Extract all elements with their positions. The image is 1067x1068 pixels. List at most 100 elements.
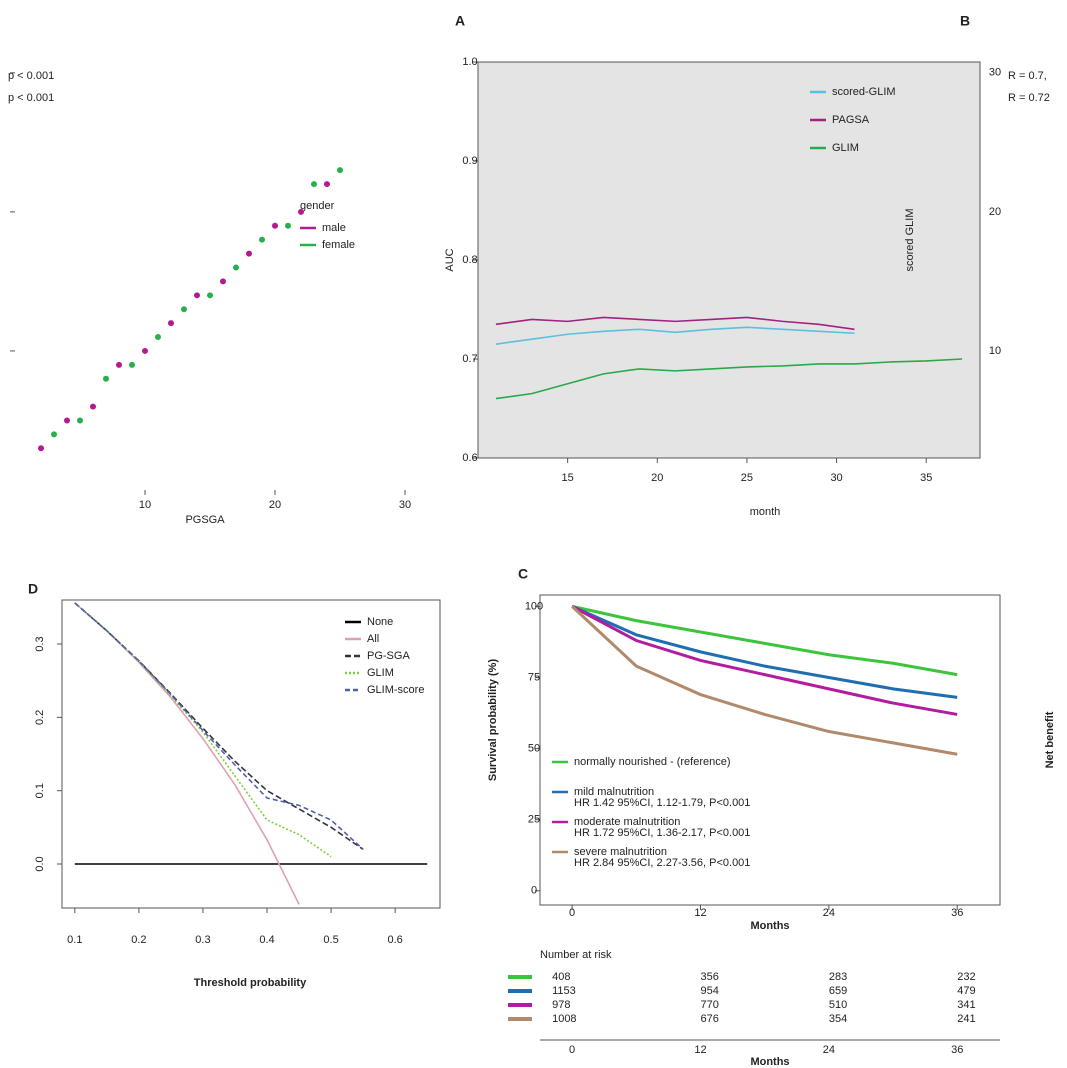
x-tick-label: 10: [139, 499, 151, 511]
x-tick-label: 0.1: [67, 934, 82, 946]
risk-count: 354: [829, 1013, 847, 1025]
point: [311, 181, 317, 187]
legend-hr: HR 1.72 95%CI, 1.36-2.17, P<0.001: [574, 827, 750, 839]
y-tick-label: 100: [525, 600, 543, 612]
x-tick-label: 20: [651, 472, 663, 484]
legend-label: PG-SGA: [367, 650, 410, 662]
y-axis-label: Survival probability (%): [487, 659, 499, 782]
y-tick-label: 75: [528, 671, 540, 683]
y-tick-label: 10: [989, 345, 1001, 357]
x-tick-label: 0.5: [323, 934, 338, 946]
risk-count: 232: [957, 971, 975, 983]
panel-title: B: [960, 13, 970, 29]
risk-count: 356: [700, 971, 718, 983]
risk-count: 1153: [552, 985, 576, 997]
point: [298, 209, 304, 215]
legend-label: PAGSA: [832, 114, 870, 126]
legend-label: GLIM: [832, 142, 859, 154]
y-tick-label: 0.7: [462, 353, 477, 365]
legend-label: male: [322, 222, 346, 234]
risk-count: 978: [552, 999, 570, 1011]
y-tick-label: 0.6: [462, 452, 477, 464]
x-axis-label: Threshold probability: [194, 977, 307, 989]
legend-hr: HR 1.42 95%CI, 1.12-1.79, P<0.001: [574, 797, 750, 809]
legend-label: None: [367, 616, 393, 628]
x-tick-label: 0.3: [195, 934, 210, 946]
legend-label: scored-GLIM: [832, 86, 896, 98]
point: [168, 320, 174, 326]
x-tick-label: 30: [399, 499, 411, 511]
point: [64, 417, 70, 423]
point: [220, 278, 226, 284]
point: [181, 306, 187, 312]
point: [116, 362, 122, 368]
risk-count: 479: [957, 985, 975, 997]
annotation: p < 0.001: [8, 70, 54, 82]
point: [51, 431, 57, 437]
figure: AmonthAUC15202530350.60.70.80.91.0scored…: [0, 0, 1067, 1068]
point: [337, 167, 343, 173]
legend-label: normally nourished - (reference): [574, 756, 731, 768]
point: [246, 251, 252, 257]
x-tick-label: 0.4: [259, 934, 274, 946]
risk-count: 954: [700, 985, 718, 997]
x-tick-label: 36: [951, 907, 963, 919]
y-tick-label: 0.8: [462, 254, 477, 266]
risk-count: 341: [957, 999, 975, 1011]
point: [285, 223, 291, 229]
annotation: R = 0.72: [1008, 92, 1050, 104]
panel-title: A: [455, 13, 465, 29]
point: [272, 223, 278, 229]
point: [77, 417, 83, 423]
y-tick-label: 0.2: [34, 710, 46, 725]
y-tick-label: 0.3: [34, 636, 46, 651]
y-axis-label: Net benefit: [1044, 711, 1056, 768]
point: [207, 292, 213, 298]
panel-title: D: [28, 581, 38, 597]
y-tick-label: 0.0: [34, 856, 46, 871]
risk-x-label: Months: [750, 1056, 789, 1068]
risk-count: 283: [829, 971, 847, 983]
y-axis-label: AUC: [444, 248, 456, 271]
legend-label: female: [322, 239, 355, 251]
x-tick-label: 24: [823, 907, 835, 919]
x-tick-label: 25: [741, 472, 753, 484]
risk-title: Number at risk: [540, 949, 612, 961]
point: [142, 348, 148, 354]
point: [38, 445, 44, 451]
x-tick-label: 0: [569, 907, 575, 919]
point: [233, 265, 239, 271]
y-tick-label: 50: [528, 742, 540, 754]
y-tick-label: 0.1: [34, 783, 46, 798]
legend-title: gender: [300, 200, 335, 212]
y-tick-label: 25: [528, 814, 540, 826]
legend-label: GLIM-score: [367, 684, 424, 696]
x-tick-label: 20: [269, 499, 281, 511]
x-axis-label: month: [750, 506, 781, 518]
legend-label: GLIM: [367, 667, 394, 679]
y-tick-label: 20: [989, 206, 1001, 218]
risk-x-tick-label: 12: [694, 1044, 706, 1056]
x-tick-label: 12: [694, 907, 706, 919]
x-tick-label: 0.2: [131, 934, 146, 946]
x-tick-label: 15: [562, 472, 574, 484]
x-tick-label: 30: [830, 472, 842, 484]
point: [194, 292, 200, 298]
y-axis-label: scored GLIM: [904, 209, 916, 272]
y-tick-label: 0.9: [462, 155, 477, 167]
risk-count: 408: [552, 971, 570, 983]
risk-x-tick-label: 36: [951, 1044, 963, 1056]
y-tick-label: 30: [989, 67, 1001, 79]
point: [103, 376, 109, 382]
risk-count: 241: [957, 1013, 975, 1025]
x-axis-label: Months: [750, 920, 789, 932]
risk-count: 676: [700, 1013, 718, 1025]
annotation: R = 0.7,: [1008, 70, 1047, 82]
x-tick-label: 35: [920, 472, 932, 484]
risk-x-tick-label: 0: [569, 1044, 575, 1056]
legend-hr: HR 2.84 95%CI, 2.27-3.56, P<0.001: [574, 857, 750, 869]
risk-count: 659: [829, 985, 847, 997]
risk-x-tick-label: 24: [823, 1044, 835, 1056]
point: [155, 334, 161, 340]
point: [324, 181, 330, 187]
